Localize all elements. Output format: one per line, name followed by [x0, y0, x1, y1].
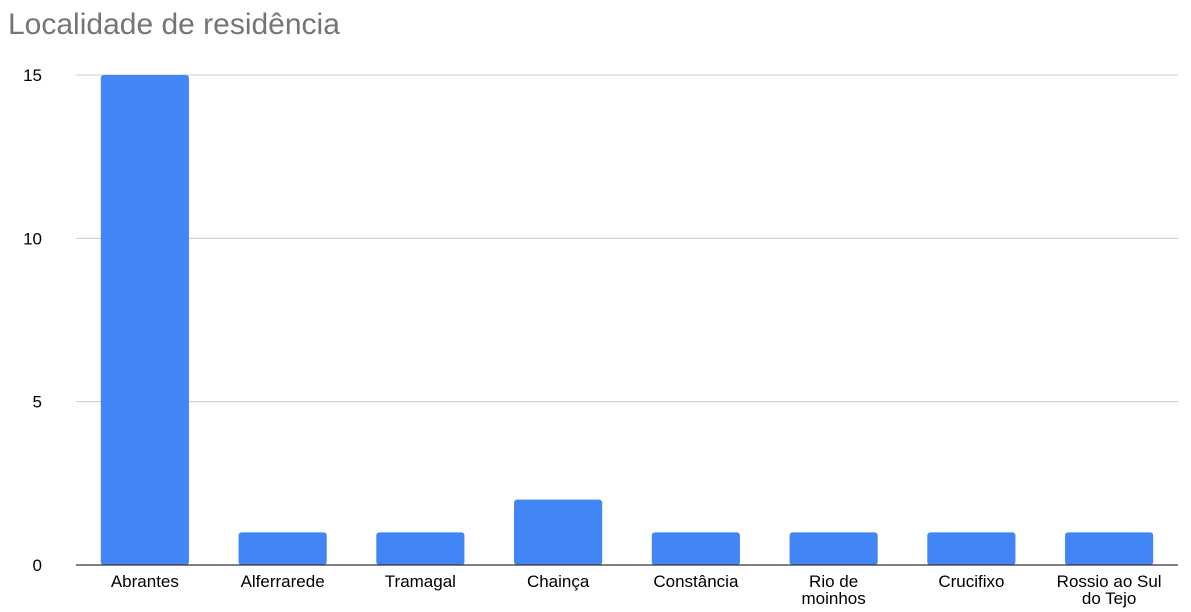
- x-tick-label-line: Tramagal: [385, 572, 456, 591]
- y-tick-label: 5: [33, 393, 42, 412]
- bar: [514, 499, 603, 565]
- x-tick-label: Crucifixo: [938, 572, 1004, 591]
- bar: [238, 532, 327, 565]
- chart-title: Localidade de residência: [8, 8, 340, 41]
- x-tick-label: Constância: [653, 572, 739, 591]
- y-tick-label: 0: [33, 556, 42, 575]
- x-tick-label: Tramagal: [385, 572, 456, 591]
- x-tick-label-line: moinhos: [801, 589, 865, 608]
- bar: [789, 532, 878, 565]
- x-tick-label-line: Crucifixo: [938, 572, 1004, 591]
- x-tick-label-line: Rossio ao Sul: [1057, 572, 1162, 591]
- y-tick-labels: 0 5 10 15: [23, 66, 42, 575]
- bar: [651, 532, 740, 565]
- bars: [100, 75, 1154, 565]
- x-tick-label: Abrantes: [111, 572, 179, 591]
- x-tick-label-line: Chainça: [527, 572, 590, 591]
- x-tick-label: Alferrarede: [241, 572, 325, 591]
- x-tick-label: Chainça: [527, 572, 590, 591]
- y-tick-label: 15: [23, 66, 42, 85]
- x-tick-label-line: do Tejo: [1082, 589, 1137, 608]
- x-tick-label-line: Alferrarede: [241, 572, 325, 591]
- x-tick-labels: Abrantes Alferrarede Tramagal Chainça Constâ…: [111, 572, 1162, 608]
- bar: [376, 532, 465, 565]
- x-tick-label: Rio de moinhos: [801, 572, 865, 608]
- x-tick-label-line: Constância: [653, 572, 739, 591]
- bar: [927, 532, 1016, 565]
- y-tick-label: 10: [23, 229, 42, 248]
- grid-lines: [76, 74, 1178, 403]
- bar: [100, 75, 189, 565]
- x-tick-label-line: Rio de: [809, 572, 858, 591]
- bar: [1065, 532, 1154, 565]
- x-tick-label-line: Abrantes: [111, 572, 179, 591]
- x-tick-label: Rossio ao Sul do Tejo: [1057, 572, 1162, 608]
